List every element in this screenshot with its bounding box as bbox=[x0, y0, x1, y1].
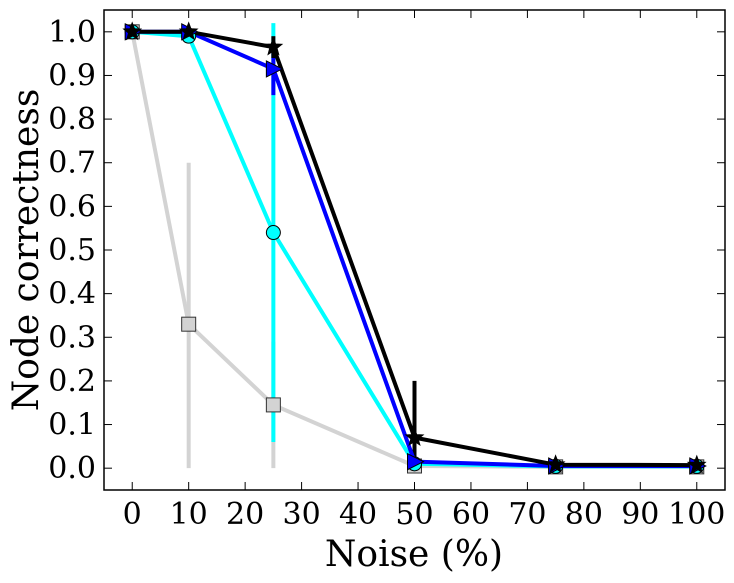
star-marker bbox=[178, 21, 199, 41]
triangle-marker bbox=[265, 60, 284, 78]
star-marker bbox=[404, 427, 425, 447]
x-tick-label: 80 bbox=[565, 497, 603, 532]
plot-frame bbox=[103, 9, 726, 491]
y-tick-label: 0.7 bbox=[48, 146, 96, 181]
x-tick-label: 30 bbox=[282, 497, 320, 532]
triangle-marker bbox=[407, 452, 425, 471]
y-tick-label: 0.9 bbox=[48, 58, 96, 93]
star-marker bbox=[545, 454, 566, 474]
y-tick-label: 0.6 bbox=[48, 189, 96, 224]
x-tick-label: 60 bbox=[452, 497, 490, 532]
series-lines-layer bbox=[130, 29, 697, 469]
error-bars-layer bbox=[186, 23, 417, 469]
y-tick-label: 0.0 bbox=[48, 451, 96, 486]
y-tick-label: 0.4 bbox=[48, 277, 96, 312]
x-tick-label: 50 bbox=[395, 497, 433, 532]
square-marker bbox=[265, 397, 281, 413]
circle-marker bbox=[265, 225, 281, 241]
x-axis-label: Noise (%) bbox=[325, 534, 503, 575]
x-tick-label: 20 bbox=[226, 497, 264, 532]
y-axis-label: Node correctness bbox=[6, 89, 47, 412]
x-tick-label: 100 bbox=[668, 497, 725, 532]
markers-layer bbox=[122, 21, 707, 475]
tick-labels-layer: 0 10 20 30 40 50 60 70 80 90 100 0.0 0.1 0.2 0.3 0.4 0.5… bbox=[48, 15, 725, 532]
y-tick-label: 1.0 bbox=[48, 15, 96, 50]
x-tick-label: 40 bbox=[339, 497, 377, 532]
star-marker bbox=[686, 454, 707, 474]
x-tick-label: 70 bbox=[508, 497, 546, 532]
star-marker bbox=[263, 36, 284, 56]
x-tick-label: 0 bbox=[123, 497, 142, 532]
square-marker bbox=[181, 316, 197, 332]
star-marker bbox=[122, 21, 143, 41]
series-line bbox=[132, 29, 697, 468]
y-tick-label: 0.5 bbox=[48, 233, 96, 268]
y-tick-label: 0.8 bbox=[48, 102, 96, 137]
y-tick-label: 0.2 bbox=[48, 364, 96, 399]
y-tick-label: 0.1 bbox=[48, 408, 96, 443]
y-tick-label: 0.3 bbox=[48, 320, 96, 355]
x-tick-label: 10 bbox=[170, 497, 208, 532]
x-tick-label: 90 bbox=[621, 497, 659, 532]
ticks-layer bbox=[104, 10, 725, 490]
